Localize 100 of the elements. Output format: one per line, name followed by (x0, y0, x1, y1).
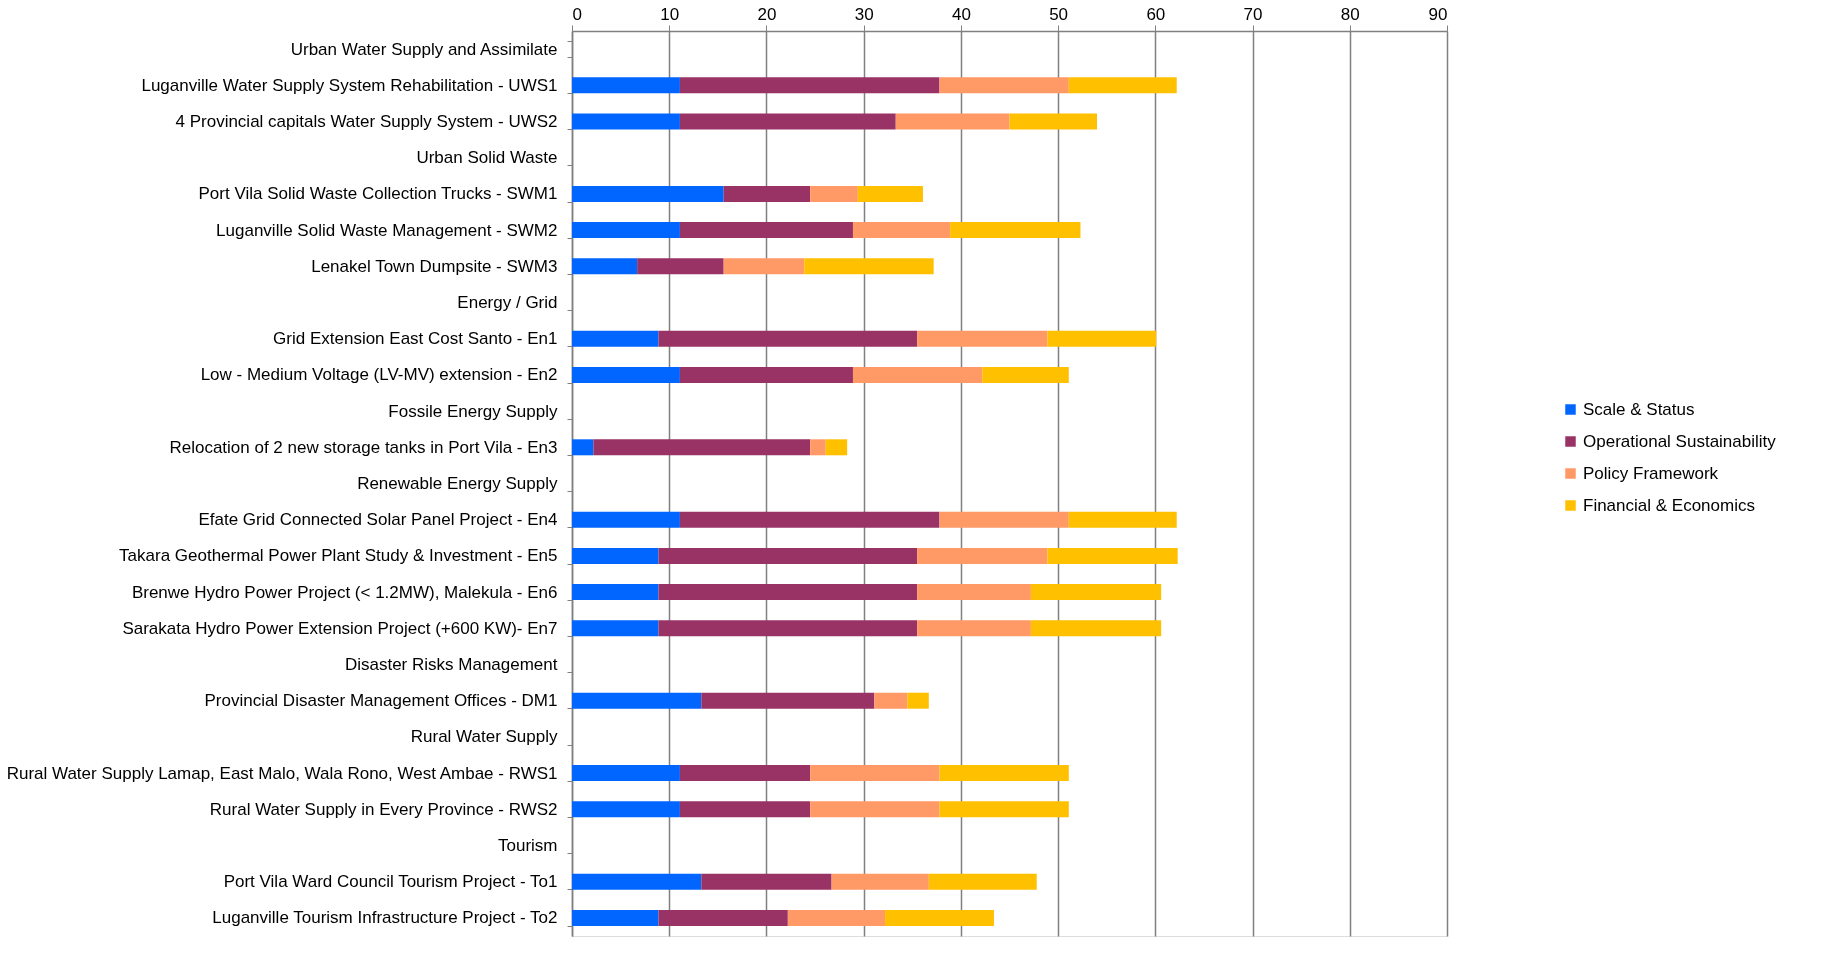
bar (907, 692, 929, 709)
y-tick-label: 4 Provincial capitals Water Supply System - UWS2 (175, 112, 558, 131)
y-tick-label: Urban Water Supply and Assimilate (290, 39, 558, 59)
y-tick-label: Rural Water Supply Lamap, East Malo, Wala Rono, West Ambae - RWS1 (6, 763, 558, 783)
bar (895, 113, 1010, 130)
y-tick-label: Urban Solid Waste (416, 148, 558, 168)
bar (658, 620, 918, 637)
bar (787, 909, 886, 926)
bar (593, 439, 811, 456)
bar (701, 692, 875, 709)
bar (885, 909, 994, 926)
bar (572, 330, 659, 347)
y-tick-label: Tourism (497, 836, 558, 855)
y-tick-label: Rural Water Supply (410, 727, 558, 747)
x-tick-label: 30 (854, 4, 874, 24)
bar (939, 77, 1069, 94)
bar (572, 366, 680, 383)
legend-label: Financial & Economics (1583, 495, 1755, 515)
bar (917, 547, 1048, 564)
bar (917, 584, 1031, 601)
bar (804, 258, 934, 275)
bar (658, 547, 918, 564)
x-tick-label: 20 (757, 4, 777, 24)
bar (572, 185, 724, 202)
y-tick-label: Luganville Tourism Infrastructure Project - To2 (212, 908, 558, 928)
x-tick-label: 80 (1340, 4, 1360, 24)
bar (982, 366, 1069, 383)
y-tick-label: Fossile Energy Supply (388, 401, 558, 421)
y-tick-label: Provincial Disaster Management Offices - DM1 (204, 691, 558, 711)
bar (572, 547, 659, 564)
bar (679, 77, 940, 94)
bar (1047, 547, 1178, 564)
bar (723, 185, 811, 202)
y-tick-label: Takara Geothermal Power Plant Study & Investment - En5 (119, 546, 558, 566)
x-tick-label: 70 (1243, 4, 1263, 24)
y-tick-label: Efate Grid Connected Solar Panel Project - En4 (198, 510, 558, 530)
bar (831, 873, 929, 890)
bar (572, 801, 680, 818)
bar (679, 801, 811, 818)
bar (572, 222, 680, 239)
x-tick-label: 0 (572, 4, 582, 24)
y-tick-label: Rural Water Supply in Every Province - RWS2 (209, 799, 558, 819)
bar (572, 258, 638, 275)
bar (679, 113, 896, 130)
bar (810, 439, 826, 456)
bar (928, 873, 1037, 890)
y-tick-label: Relocation of 2 new storage tanks in Port Vila - En3 (169, 437, 558, 457)
y-tick-label: Lenakel Town Dumpsite - SWM3 (311, 256, 558, 276)
bar (572, 113, 680, 130)
bar (917, 620, 1031, 637)
y-tick-label: Luganville Solid Waste Management - SWM2 (216, 220, 558, 240)
y-tick-label: Port Vila Solid Waste Collection Trucks - SWM1 (198, 184, 558, 204)
bar (939, 801, 1069, 818)
bar (874, 692, 908, 709)
y-tick-label: Grid Extension East Cost Santo - En1 (273, 329, 558, 349)
bar (810, 801, 940, 818)
bar (939, 765, 1069, 782)
bar (679, 366, 853, 383)
bar (939, 511, 1069, 528)
bar (637, 258, 724, 275)
y-tick-label: Sarakata Hydro Power Extension Project (+600 KW)- En7 (122, 618, 558, 638)
bar (852, 222, 951, 239)
y-tick-label: Energy / Grid (457, 293, 558, 312)
x-tick-label: 40 (951, 4, 971, 24)
x-tick-label: 10 (660, 4, 680, 24)
bar (658, 584, 918, 601)
legend-label: Operational Sustainability (1583, 431, 1777, 451)
bar (572, 909, 659, 926)
bar (810, 765, 940, 782)
bar (917, 330, 1048, 347)
x-tick-label: 60 (1146, 4, 1166, 24)
bar (1068, 511, 1177, 528)
y-tick-label: Port Vila Ward Council Tourism Project - To1 (223, 872, 558, 892)
bar (701, 873, 832, 890)
y-tick-label: Disaster Risks Management (344, 655, 558, 674)
x-tick-label: 90 (1428, 4, 1448, 24)
bar (572, 77, 680, 94)
bar (1068, 77, 1177, 94)
y-tick-label: Luganville Water Supply System Rehabilitation - UWS1 (141, 75, 558, 95)
x-tick-label: 50 (1049, 4, 1069, 24)
bar (572, 873, 702, 890)
bar (679, 222, 853, 239)
y-tick-label: Brenwe Hydro Power Project (< 1.2MW), Malekula - En6 (131, 582, 558, 602)
bar (810, 185, 858, 202)
bar (658, 330, 918, 347)
y-tick-label: Low - Medium Voltage (LV-MV) extension - En2 (200, 365, 558, 385)
bar (857, 185, 923, 202)
bar (825, 439, 848, 456)
legend-label: Scale & Status (1583, 399, 1695, 419)
bar (572, 439, 594, 456)
bar (1047, 330, 1157, 347)
bar (679, 511, 940, 528)
y-tick-label: Renewable Energy Supply (357, 474, 558, 493)
bar (950, 222, 1081, 239)
bar (679, 765, 811, 782)
bar (1009, 113, 1097, 130)
bar (572, 765, 680, 782)
bar (572, 584, 659, 601)
bar (1030, 584, 1162, 601)
bar (572, 620, 659, 637)
